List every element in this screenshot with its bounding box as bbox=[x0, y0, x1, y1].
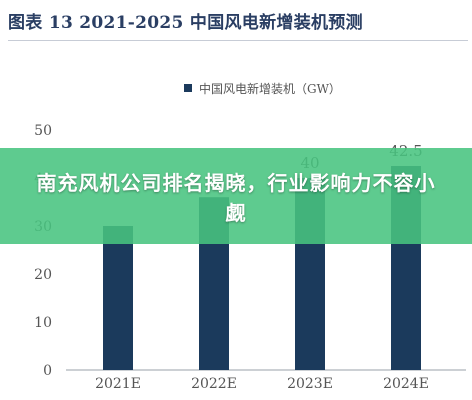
figure-title: 图表 13 2021-2025 中国风电新增装机预测 bbox=[8, 13, 363, 33]
headline-banner: 南充风机公司排名揭晓，行业影响力不容小觑 bbox=[0, 148, 472, 244]
legend-label: 中国风电新增装机（GW） bbox=[199, 81, 341, 96]
y-tick-label: 0 bbox=[43, 363, 52, 379]
headline-text: 南充风机公司排名揭晓，行业影响力不容小觑 bbox=[36, 171, 436, 225]
chart-legend: 中国风电新增装机（GW） bbox=[184, 81, 341, 96]
x-tick-label: 2024E bbox=[383, 376, 429, 392]
x-tick-label: 2022E bbox=[191, 376, 237, 392]
x-tick-label: 2021E bbox=[95, 376, 141, 392]
y-tick-label: 50 bbox=[34, 123, 52, 139]
x-axis: 2021E 2022E 2023E 2024E bbox=[95, 376, 429, 392]
title-divider bbox=[8, 40, 468, 41]
bar bbox=[103, 226, 133, 370]
x-tick-label: 2023E bbox=[287, 376, 333, 392]
legend-swatch bbox=[184, 84, 192, 92]
y-tick-label: 20 bbox=[34, 267, 52, 283]
y-tick-label: 10 bbox=[34, 315, 52, 331]
